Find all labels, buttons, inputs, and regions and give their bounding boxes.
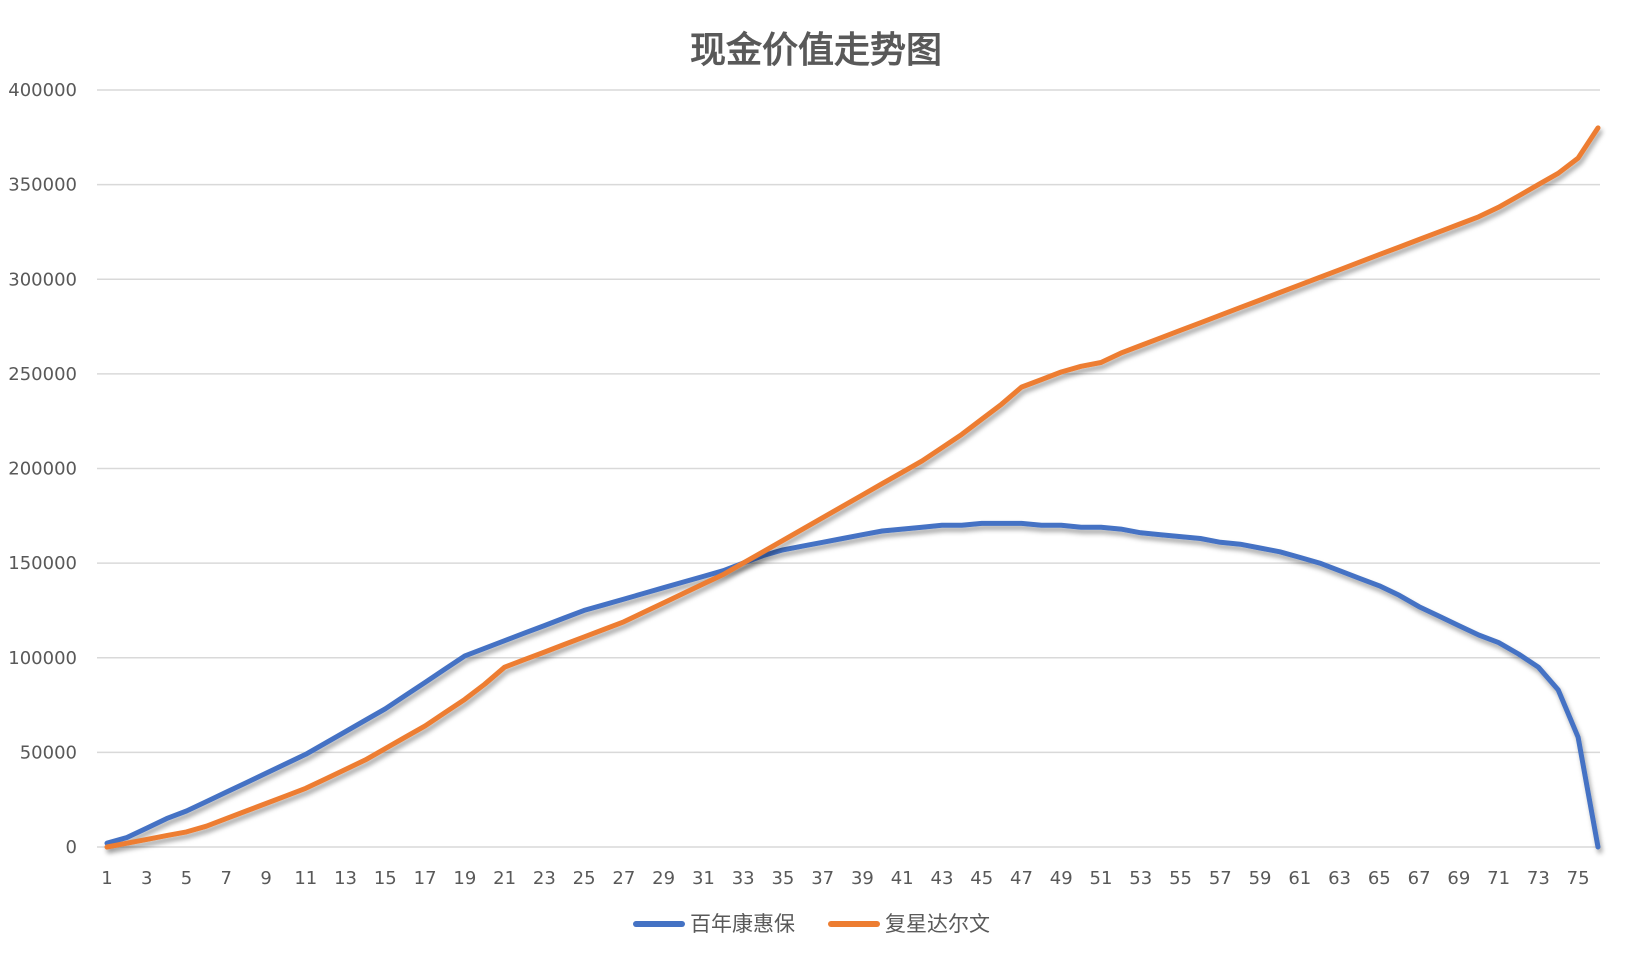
x-tick-label: 39: [851, 868, 874, 889]
x-tick-label: 67: [1408, 868, 1431, 889]
x-tick-label: 35: [771, 868, 794, 889]
legend: 百年康惠保 复星达尔文: [633, 912, 990, 936]
x-tick-label: 13: [334, 868, 357, 889]
legend-item[interactable]: 百年康惠保: [633, 912, 795, 936]
x-tick-label: 3: [141, 868, 152, 889]
y-tick-label: 400000: [8, 80, 77, 101]
x-tick-label: 11: [294, 868, 317, 889]
x-tick-label: 25: [573, 868, 596, 889]
x-tick-label: 41: [891, 868, 914, 889]
y-tick-label: 250000: [8, 364, 77, 385]
x-tick-label: 51: [1090, 868, 1113, 889]
y-tick-label: 50000: [20, 742, 77, 763]
legend-label: 复星达尔文: [885, 912, 990, 936]
gridlines: [97, 89, 1600, 848]
x-tick-label: 33: [732, 868, 755, 889]
x-tick-label: 65: [1368, 868, 1391, 889]
x-tick-label: 45: [970, 868, 993, 889]
x-tick-label: 21: [493, 868, 516, 889]
x-tick-label: 15: [374, 868, 397, 889]
x-tick-label: 63: [1328, 868, 1351, 889]
x-tick-label: 19: [453, 868, 476, 889]
y-tick-label: 200000: [8, 459, 77, 480]
x-tick-label: 55: [1169, 868, 1192, 889]
x-tick-label: 71: [1487, 868, 1510, 889]
x-axis-labels: 1 3 5 7 9 11 13 15 17 19 21 23 25 27 29 31 33 35 37 39 41 43 4…: [101, 868, 1589, 889]
y-tick-label: 150000: [8, 553, 77, 574]
x-tick-label: 29: [652, 868, 675, 889]
chart-title: 现金价值走势图: [690, 29, 942, 71]
x-tick-label: 43: [931, 868, 954, 889]
x-tick-label: 9: [260, 868, 271, 889]
legend-item[interactable]: 复星达尔文: [828, 912, 990, 936]
y-tick-label: 0: [66, 837, 77, 858]
x-tick-label: 57: [1209, 868, 1232, 889]
y-tick-label: 300000: [8, 269, 77, 290]
x-tick-label: 1: [101, 868, 112, 889]
x-tick-label: 5: [181, 868, 192, 889]
series-lines: [104, 125, 1601, 850]
y-axis-labels: 0 50000 100000 150000 200000 250000 300000 3500…: [8, 80, 77, 858]
x-tick-label: 59: [1249, 868, 1272, 889]
x-tick-label: 7: [221, 868, 232, 889]
legend-label: 百年康惠保: [690, 912, 795, 936]
y-tick-label: 100000: [8, 648, 77, 669]
y-tick-label: 350000: [8, 175, 77, 196]
x-tick-label: 27: [612, 868, 635, 889]
x-tick-label: 23: [533, 868, 556, 889]
x-tick-label: 73: [1527, 868, 1550, 889]
x-tick-label: 69: [1447, 868, 1470, 889]
x-tick-label: 47: [1010, 868, 1033, 889]
x-tick-label: 31: [692, 868, 715, 889]
x-tick-label: 75: [1567, 868, 1590, 889]
x-tick-label: 53: [1129, 868, 1152, 889]
series-line-0: [104, 520, 1601, 850]
x-tick-label: 61: [1288, 868, 1311, 889]
x-tick-label: 17: [414, 868, 437, 889]
series-line-1: [104, 125, 1601, 850]
x-tick-label: 49: [1050, 868, 1073, 889]
x-tick-label: 37: [811, 868, 834, 889]
